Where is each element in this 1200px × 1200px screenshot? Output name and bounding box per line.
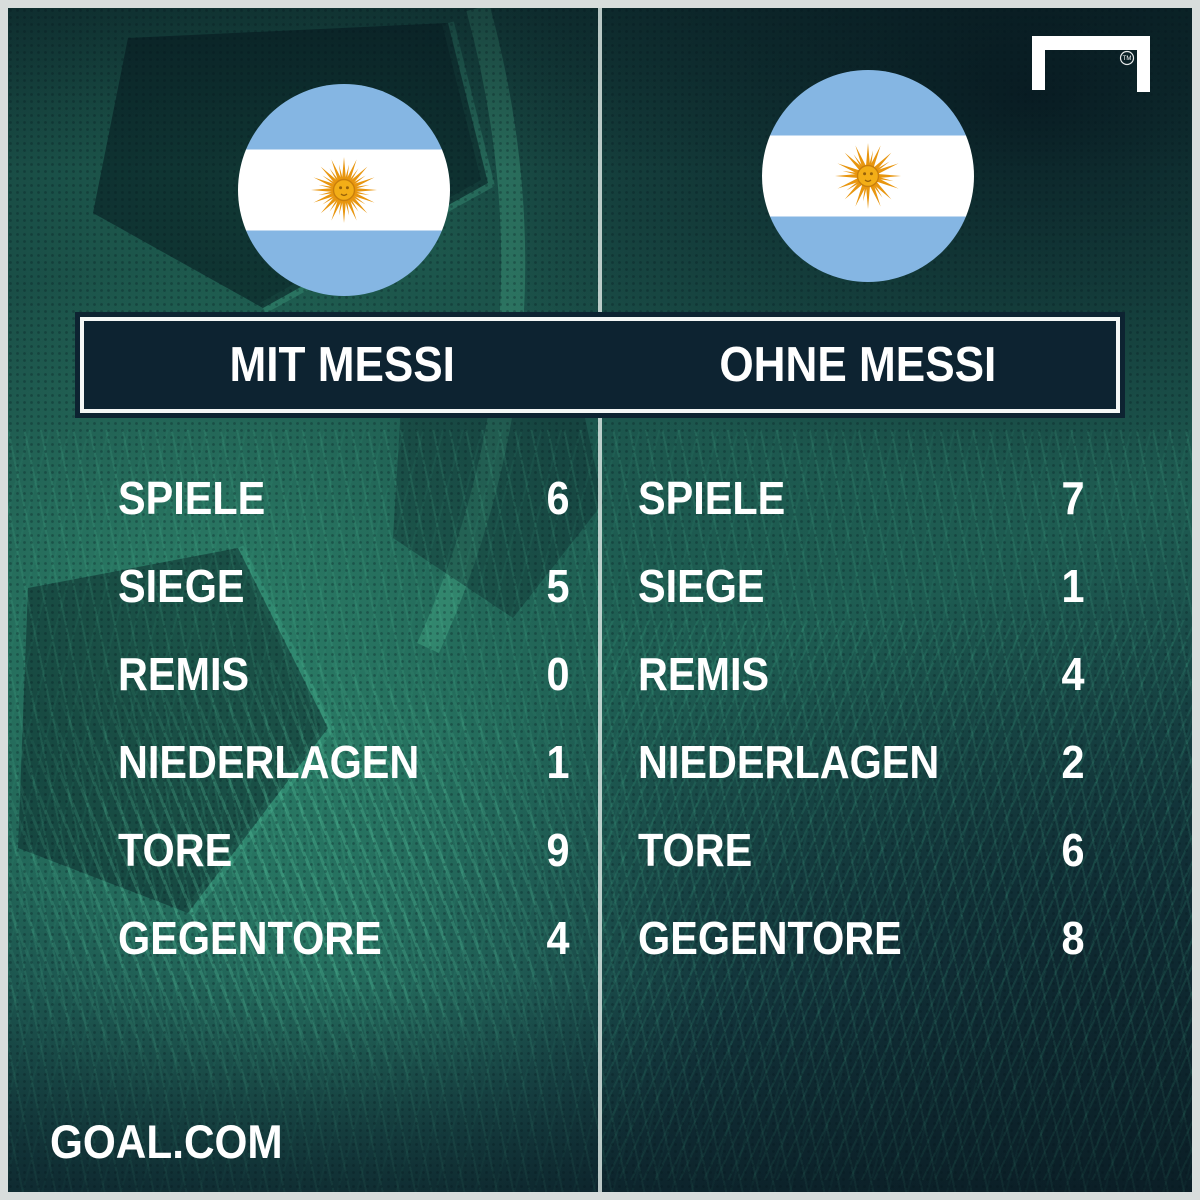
goal-frame-icon: TM [1032,36,1150,92]
stat-label: NIEDERLAGEN [638,736,940,788]
stat-row-siege: SIEGE 1 [638,562,1085,610]
stats-column-mit-messi: SPIELE 6 SIEGE 5 REMIS 0 NIEDERLAGEN 1 T… [118,474,570,1002]
goal-com-wordmark: GOAL.COM [50,1115,283,1168]
stat-label: TORE [638,824,753,876]
stat-row-remis: REMIS 4 [638,650,1085,698]
grass-texture-bottom-left [0,660,640,1090]
stat-row-siege: SIEGE 5 [118,562,570,610]
stats-column-ohne-messi: SPIELE 7 SIEGE 1 REMIS 4 NIEDERLAGEN 2 T… [638,474,1085,1002]
stat-value: 0 [546,648,570,700]
stat-value: 6 [1061,824,1085,876]
sun-of-may-icon [311,157,377,223]
stat-label: SIEGE [638,560,765,612]
stat-row-niederlagen: NIEDERLAGEN 2 [638,738,1085,786]
stat-label: REMIS [638,648,770,700]
stat-value: 4 [546,912,570,964]
stat-label: SPIELE [638,472,786,524]
header-bar: MIT MESSI OHNE MESSI [75,312,1125,418]
stat-row-spiele: SPIELE 7 [638,474,1085,522]
stat-value: 1 [546,736,570,788]
header-cell-mit-messi: MIT MESSI [84,321,600,409]
stat-label: SPIELE [118,472,266,524]
stat-row-gegentore: GEGENTORE 8 [638,914,1085,962]
stat-label: GEGENTORE [638,912,902,964]
stat-row-niederlagen: NIEDERLAGEN 1 [118,738,570,786]
stat-value: 8 [1061,912,1085,964]
stat-row-spiele: SPIELE 6 [118,474,570,522]
trademark-mark: TM [1119,50,1135,66]
stat-value: 4 [1061,648,1085,700]
grass-texture-right [600,620,1192,1180]
stat-label: NIEDERLAGEN [118,736,420,788]
argentina-flag-left [238,84,450,296]
stat-label: SIEGE [118,560,245,612]
svg-text:TM: TM [1123,56,1132,62]
header-cell-ohne-messi: OHNE MESSI [600,321,1116,409]
stat-label: TORE [118,824,233,876]
stat-row-tore: TORE 6 [638,826,1085,874]
header-inner-frame: MIT MESSI OHNE MESSI [80,317,1120,413]
stat-value: 2 [1061,736,1085,788]
column-divider [598,0,602,1200]
stat-value: 1 [1061,560,1085,612]
header-title-mit-messi: MIT MESSI [229,338,455,392]
argentina-flag-right [762,70,974,282]
stat-label: REMIS [118,648,250,700]
header-title-ohne-messi: OHNE MESSI [719,338,997,392]
stat-value: 5 [546,560,570,612]
sun-of-may-icon [835,143,901,209]
stat-row-gegentore: GEGENTORE 4 [118,914,570,962]
stat-row-remis: REMIS 0 [118,650,570,698]
stat-row-tore: TORE 9 [118,826,570,874]
stat-value: 9 [546,824,570,876]
stat-value: 7 [1061,472,1085,524]
stat-label: GEGENTORE [118,912,382,964]
stat-value: 6 [546,472,570,524]
